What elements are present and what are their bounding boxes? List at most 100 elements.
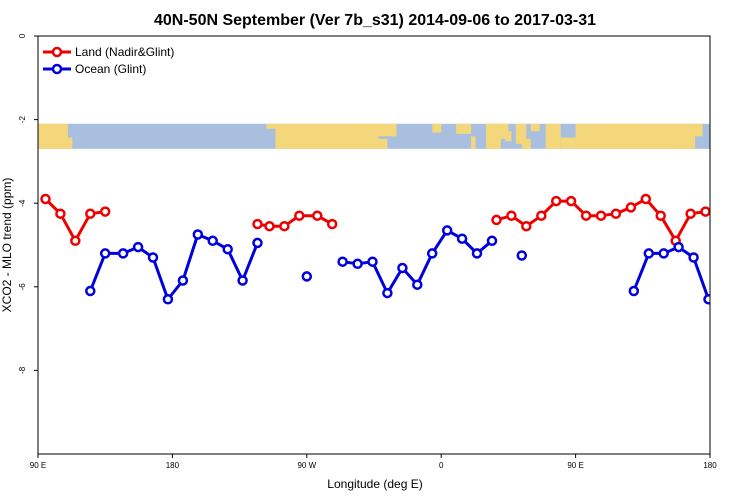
land-area-5: [378, 138, 388, 149]
data-point-ocean: [162, 294, 174, 305]
x-tick-label: 90 W: [297, 461, 316, 470]
data-point-ocean: [673, 241, 684, 253]
chart-title: 40N-50N September (Ver 7b_s31) 2014-09-0…: [154, 12, 596, 29]
data-point-ocean: [703, 294, 710, 305]
series-line-ocean: [632, 245, 710, 300]
x-tick-label: 90 E: [567, 461, 583, 470]
data-point-ocean: [397, 262, 408, 274]
data-point-ocean: [177, 275, 189, 286]
land-area-10: [488, 123, 509, 139]
data-point-ocean: [658, 248, 669, 259]
data-point-ocean: [301, 271, 313, 282]
series-line-land: [44, 197, 106, 243]
land-area-20: [695, 123, 703, 137]
data-point-ocean: [367, 256, 378, 267]
data-point-ocean: [207, 235, 218, 247]
x-tick-label: 90 E: [30, 461, 46, 470]
data-point-ocean: [192, 229, 204, 240]
y-axis-label: XCO2 - MLO trend (ppm): [0, 178, 14, 313]
data-point-ocean: [132, 241, 144, 253]
legend-entry-ocean: Ocean (Glint): [43, 62, 146, 76]
land-area-8: [471, 136, 476, 149]
data-point-land: [550, 195, 562, 207]
data-point-ocean: [337, 256, 348, 267]
data-point-land: [491, 214, 502, 226]
y-tick-label: -8: [18, 366, 27, 374]
data-point-land: [595, 210, 607, 221]
land-area-12: [515, 123, 527, 144]
series-ocean: [85, 225, 710, 305]
data-point-ocean: [441, 225, 453, 236]
data-point-land: [536, 210, 547, 221]
land-area-2: [266, 123, 280, 129]
x-axis: 90 E 180 90 W 0 90 E 180: [30, 454, 717, 470]
land-area-7: [456, 123, 472, 134]
data-point-land: [685, 208, 696, 219]
data-point-ocean: [471, 248, 483, 259]
y-tick-label: -2: [18, 115, 27, 123]
x-axis-label: Longitude (deg E): [327, 477, 422, 491]
land-area-16: [560, 137, 576, 149]
legend: Land (Nadir&Glint) Ocean (Glint): [43, 45, 174, 76]
data-point-land: [264, 220, 275, 232]
legend-entry-land: Land (Nadir&Glint): [43, 45, 174, 59]
land-area-6: [432, 123, 442, 133]
data-point-ocean: [147, 252, 159, 263]
data-point-land: [700, 206, 710, 217]
data-point-land: [655, 210, 666, 221]
world-map-strip: [38, 123, 710, 149]
data-point-ocean: [688, 252, 699, 263]
data-point-ocean: [412, 279, 423, 290]
y-tick-label: 0: [18, 33, 27, 38]
land-area-13: [521, 138, 531, 149]
data-point-land: [610, 208, 622, 219]
y-tick-label: -4: [18, 199, 27, 207]
legend-label-land: Land (Nadir&Glint): [75, 45, 174, 59]
land-area-0: [38, 123, 68, 149]
data-point-land: [252, 218, 263, 230]
land-area-14: [530, 123, 540, 132]
data-point-land: [55, 208, 66, 219]
data-point-land: [521, 220, 532, 232]
data-point-land: [85, 208, 96, 219]
series-line-ocean: [88, 233, 259, 301]
legend-label-ocean: Ocean (Glint): [75, 62, 146, 76]
data-point-land: [565, 195, 577, 207]
data-point-ocean: [516, 250, 528, 261]
data-point-land: [312, 210, 323, 221]
land-area-19: [678, 137, 690, 149]
data-point-ocean: [352, 258, 363, 270]
data-point-land: [70, 235, 81, 247]
data-point-ocean: [99, 248, 111, 259]
data-point-ocean: [117, 248, 129, 259]
data-point-ocean: [85, 285, 96, 297]
data-point-ocean: [252, 237, 263, 249]
plot-frame: [37, 35, 711, 455]
data-point-land: [40, 193, 51, 205]
data-point-ocean: [426, 248, 438, 259]
data-point-ocean: [237, 275, 248, 286]
land-area-17: [575, 123, 696, 149]
data-point-ocean: [222, 243, 233, 255]
y-axis: 0 -2 -4 -6 -8: [18, 33, 38, 374]
data-point-land: [625, 202, 637, 213]
x-tick-label: 180: [703, 461, 717, 470]
x-tick-label: 180: [166, 461, 180, 470]
data-point-land: [294, 210, 305, 221]
data-point-land: [640, 193, 652, 205]
series-layer: [40, 193, 710, 305]
land-area-1: [67, 137, 73, 149]
series-land: [40, 193, 710, 247]
data-point-ocean: [643, 248, 655, 259]
data-point-land: [580, 210, 592, 221]
y-tick-label: -6: [18, 283, 27, 291]
data-point-land: [99, 206, 111, 217]
data-point-ocean: [382, 287, 393, 299]
land-area-11: [505, 131, 512, 142]
land-area-4: [354, 123, 397, 137]
data-point-land: [326, 218, 338, 230]
data-point-land: [506, 210, 517, 221]
data-point-land: [279, 220, 290, 232]
data-point-ocean: [486, 235, 498, 247]
